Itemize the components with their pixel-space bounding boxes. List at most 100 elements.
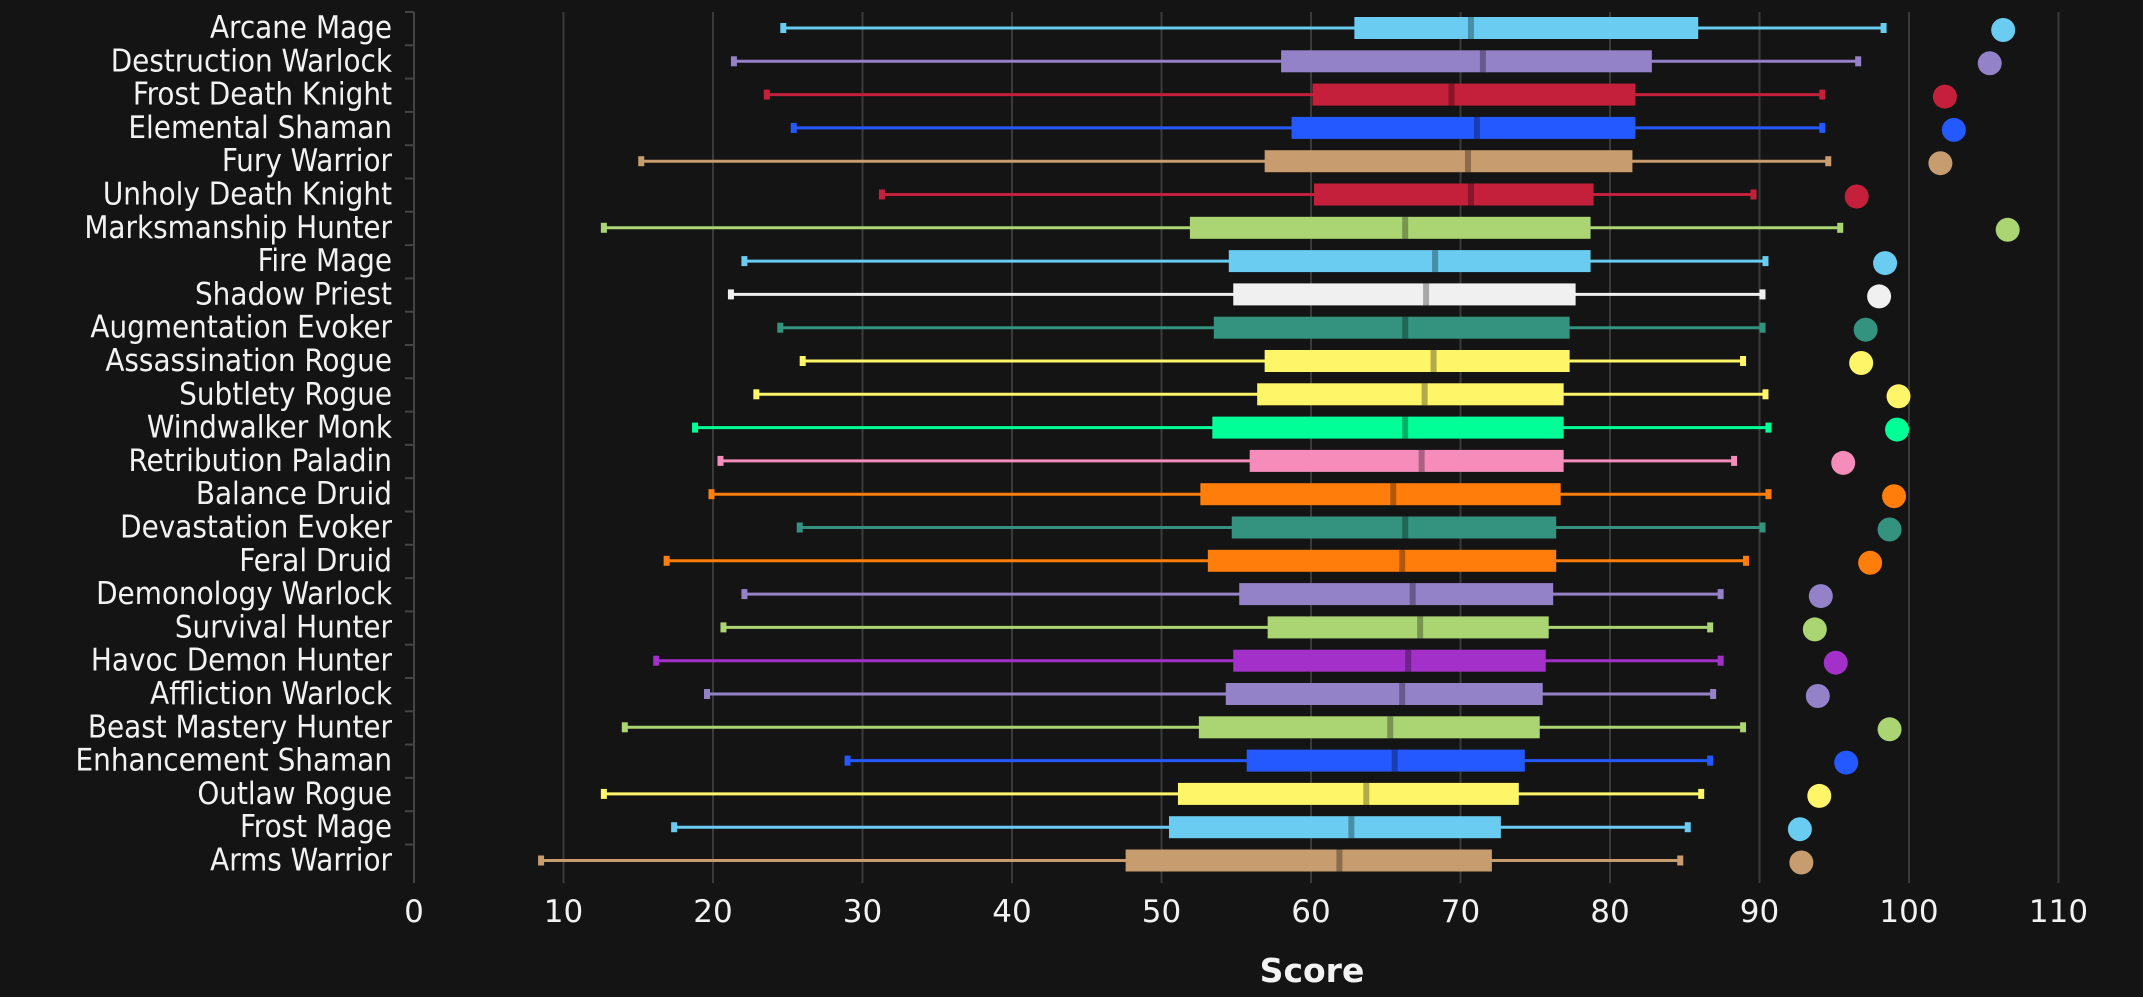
median-marker bbox=[1399, 683, 1406, 705]
max-dot bbox=[1789, 850, 1814, 875]
box bbox=[1313, 183, 1594, 206]
max-dot bbox=[1853, 317, 1878, 342]
category-label: Fire Mage bbox=[258, 243, 392, 279]
whisker-cap-min bbox=[704, 689, 711, 699]
series-row: Retribution Paladin bbox=[129, 443, 1856, 479]
box bbox=[1281, 50, 1652, 73]
median-marker bbox=[1409, 583, 1416, 606]
whisker-cap-max bbox=[1762, 256, 1769, 267]
whisker-cap-max bbox=[1819, 89, 1826, 100]
max-dot bbox=[1928, 151, 1953, 176]
whisker-cap-max bbox=[1698, 788, 1705, 799]
box bbox=[1200, 483, 1561, 506]
series-row: Subtlety Rogue bbox=[179, 376, 1911, 412]
median-marker bbox=[1390, 483, 1397, 506]
category-label: Demonology Warlock bbox=[96, 576, 393, 612]
category-label: Arcane Mage bbox=[210, 10, 392, 46]
whisker-cap-max bbox=[1759, 322, 1766, 333]
max-dot bbox=[1808, 584, 1833, 609]
category-label: Survival Hunter bbox=[175, 609, 393, 645]
whisker-cap-min bbox=[799, 356, 806, 366]
median-marker bbox=[1402, 416, 1409, 439]
series-row: Elemental Shaman bbox=[128, 110, 1966, 146]
median-marker bbox=[1387, 716, 1394, 739]
series-row: Augmentation Evoker bbox=[90, 310, 1878, 346]
series-row: Feral Druid bbox=[239, 543, 1883, 579]
whisker-cap-max bbox=[1707, 755, 1714, 766]
whisker-cap-min bbox=[727, 289, 734, 300]
box bbox=[1233, 649, 1546, 672]
box bbox=[1264, 350, 1570, 372]
whisker-cap-max bbox=[1684, 822, 1691, 833]
category-label: Destruction Warlock bbox=[111, 43, 393, 79]
max-dot bbox=[1995, 217, 2020, 242]
box bbox=[1354, 17, 1699, 39]
whisker-cap-max bbox=[1740, 722, 1747, 733]
whisker-cap-min bbox=[600, 788, 607, 799]
max-dot bbox=[1882, 484, 1907, 509]
whisker-cap-min bbox=[621, 722, 628, 733]
series-row: Fury Warrior bbox=[222, 143, 1953, 179]
whisker-cap-min bbox=[777, 322, 784, 333]
max-dot bbox=[1849, 351, 1874, 375]
box bbox=[1291, 116, 1636, 139]
x-tick-label: 80 bbox=[1590, 894, 1629, 930]
whisker-cap-max bbox=[1825, 156, 1832, 167]
whisker-cap-max bbox=[1819, 122, 1826, 133]
median-marker bbox=[1432, 250, 1439, 273]
max-dot bbox=[1823, 650, 1848, 675]
x-tick-label: 30 bbox=[843, 894, 882, 930]
whisker-cap-min bbox=[741, 589, 748, 600]
box bbox=[1212, 416, 1564, 439]
series-row: Marksmanship Hunter bbox=[84, 210, 2020, 246]
median-marker bbox=[1421, 383, 1428, 406]
median-marker bbox=[1448, 83, 1455, 106]
series-row: Arcane Mage bbox=[210, 10, 2016, 46]
whisker-cap-min bbox=[600, 222, 607, 233]
median-marker bbox=[1417, 616, 1424, 639]
whisker-cap-min bbox=[763, 89, 770, 100]
series-row: Beast Mastery Hunter bbox=[88, 709, 1902, 745]
whisker-cap-min bbox=[671, 822, 678, 833]
y-axis bbox=[405, 11, 415, 883]
box bbox=[1312, 83, 1636, 106]
category-label: Arms Warrior bbox=[210, 843, 392, 879]
median-marker bbox=[1405, 649, 1412, 672]
median-marker bbox=[1479, 50, 1486, 73]
whisker-cap-min bbox=[844, 755, 851, 766]
whisker-cap-min bbox=[753, 389, 760, 400]
box bbox=[1257, 383, 1564, 406]
max-dot bbox=[1885, 417, 1910, 442]
whisker-cap-min bbox=[663, 555, 670, 566]
box bbox=[1207, 549, 1557, 572]
category-label: Elemental Shaman bbox=[128, 110, 392, 146]
series-row: Outlaw Rogue bbox=[197, 776, 1832, 812]
x-tick-labels: 0 10 20 30 40 50 60 70 80 90 100 110 bbox=[404, 894, 2088, 930]
x-tick-label: 40 bbox=[992, 894, 1031, 930]
median-marker bbox=[1348, 816, 1355, 839]
max-dot bbox=[1858, 550, 1883, 575]
whisker-cap-max bbox=[1837, 222, 1844, 233]
series-row: Enhancement Shaman bbox=[76, 743, 1859, 779]
x-tick-label: 60 bbox=[1291, 894, 1330, 930]
box bbox=[1213, 316, 1570, 339]
series-row: Assassination Rogue bbox=[105, 343, 1874, 379]
median-marker bbox=[1363, 782, 1370, 805]
category-label: Unholy Death Knight bbox=[103, 177, 392, 213]
max-dot bbox=[1877, 517, 1902, 542]
max-dot bbox=[1977, 51, 2002, 76]
max-dot bbox=[1807, 783, 1832, 808]
series-row: Survival Hunter bbox=[175, 609, 1827, 645]
category-label: Beast Mastery Hunter bbox=[88, 709, 393, 745]
whisker-cap-max bbox=[1743, 555, 1750, 566]
x-tick-label: 10 bbox=[544, 894, 583, 930]
box bbox=[1198, 716, 1540, 739]
median-marker bbox=[1391, 749, 1398, 772]
max-dot bbox=[1831, 450, 1856, 475]
x-tick-label: 50 bbox=[1142, 894, 1181, 930]
whisker-cap-max bbox=[1710, 689, 1717, 699]
whisker-cap-min bbox=[796, 522, 803, 533]
category-label: Retribution Paladin bbox=[129, 443, 392, 479]
whisker-cap-min bbox=[708, 489, 715, 500]
series-row: Frost Death Knight bbox=[133, 77, 1957, 113]
